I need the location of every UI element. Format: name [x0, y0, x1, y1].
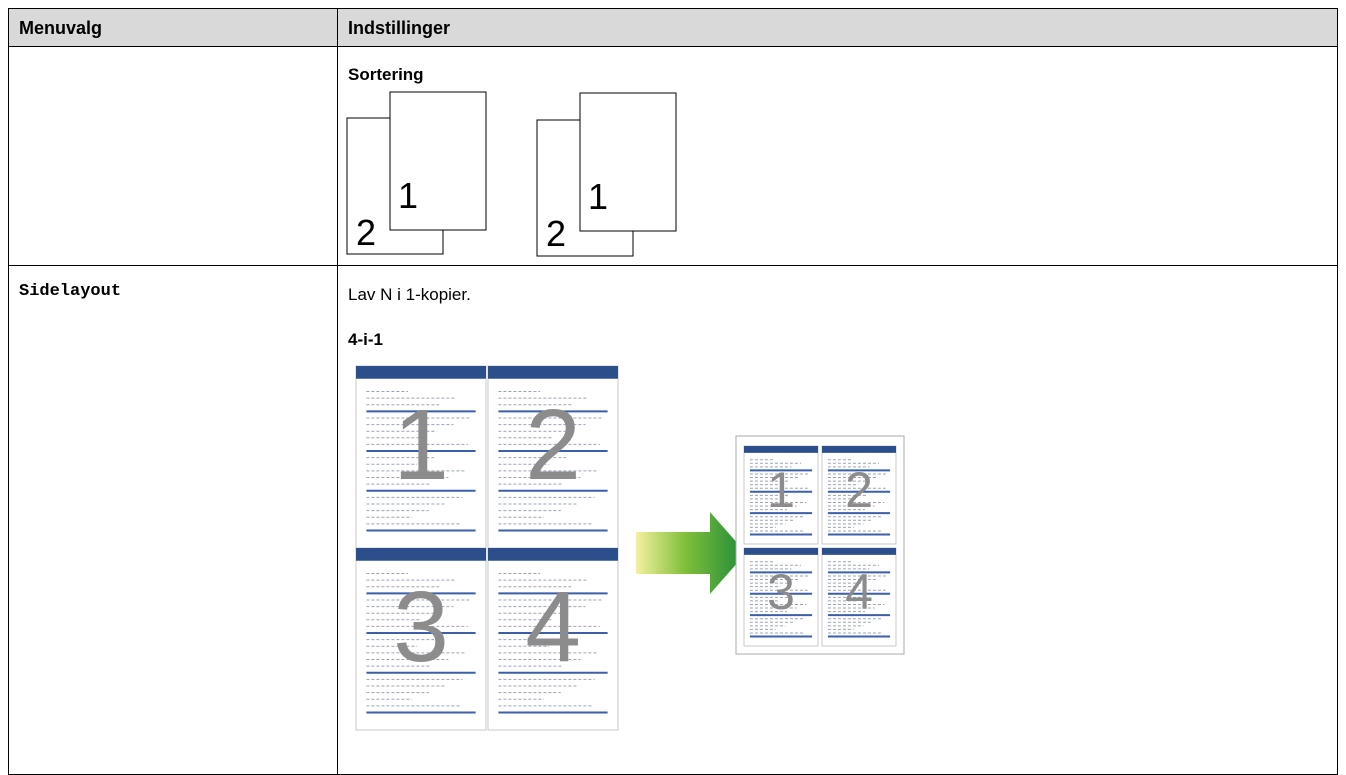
page-number: 1 — [398, 175, 418, 216]
page-number: 1 — [588, 176, 608, 217]
header-text: Indstillinger — [348, 18, 451, 38]
sort-set: 2 1 — [346, 91, 487, 255]
header-cell: Menuvalg — [8, 8, 338, 47]
page-number: 1 — [393, 389, 449, 501]
page-banner — [488, 548, 618, 561]
page-banner — [356, 548, 486, 561]
page-banner — [822, 446, 896, 453]
page-number: 4 — [525, 571, 581, 683]
page-banner — [744, 548, 818, 555]
page-number: 2 — [356, 212, 376, 253]
page-number: 2 — [845, 462, 873, 518]
page-banner — [488, 366, 618, 379]
result-page: 1 23 4 — [735, 435, 905, 655]
settings-heading: 4-i-1 — [348, 330, 383, 349]
settings-text: Lav N i 1-kopier. — [348, 285, 471, 304]
header-text: Menuvalg — [19, 18, 103, 38]
page-number: 2 — [546, 213, 566, 254]
menu-item: Sidelayout — [19, 282, 122, 301]
arrow — [636, 512, 746, 594]
sort-set: 2 1 — [536, 92, 677, 257]
page-number: 2 — [525, 389, 581, 501]
page-number: 3 — [393, 571, 449, 683]
page-front — [389, 91, 487, 231]
page-number: 3 — [767, 564, 795, 620]
page-banner — [356, 366, 486, 379]
page-number: 4 — [845, 564, 873, 620]
page-number: 1 — [767, 462, 795, 518]
page-banner — [744, 446, 818, 453]
source-pages: 1 23 4 — [355, 365, 619, 731]
page-front — [579, 92, 677, 232]
settings-heading: Sortering — [348, 65, 424, 84]
page-banner — [822, 548, 896, 555]
